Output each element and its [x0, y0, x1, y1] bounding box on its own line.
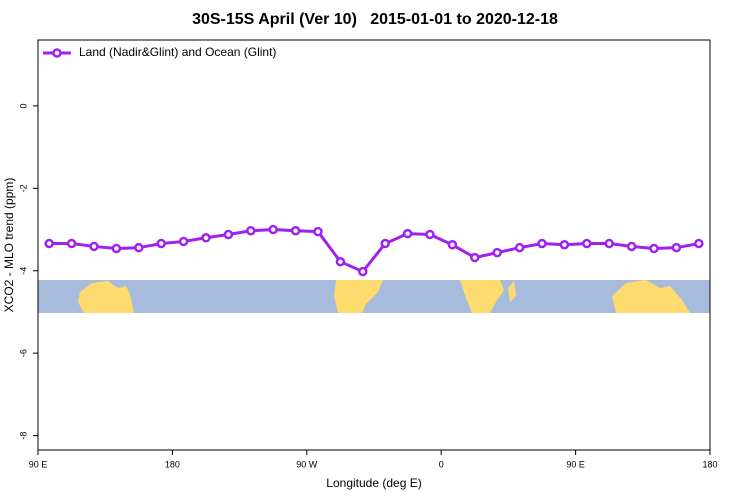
series-line	[49, 228, 700, 274]
point	[156, 238, 166, 249]
point	[537, 238, 547, 249]
y-axis-label: XCO2 - MLO trend (ppm)	[2, 178, 16, 313]
point	[178, 236, 189, 247]
point	[223, 229, 234, 240]
point	[44, 238, 54, 249]
point	[582, 238, 592, 249]
point	[514, 242, 525, 253]
x-tick-label: 90 E	[566, 459, 585, 469]
point	[671, 242, 682, 253]
plot-frame	[37, 39, 711, 451]
y-tick-label: -2	[18, 184, 28, 192]
x-tick-label: 180	[165, 459, 180, 469]
point	[358, 266, 368, 277]
legend-label: Land (Nadir&Glint) and Ocean (Glint)	[79, 45, 276, 59]
point	[626, 241, 637, 252]
point	[111, 243, 122, 254]
y-tick-label: -6	[18, 349, 28, 357]
point	[492, 247, 502, 258]
point	[559, 240, 570, 250]
point	[290, 226, 301, 236]
point	[89, 241, 99, 252]
point	[201, 233, 211, 243]
point	[380, 238, 390, 249]
point	[246, 226, 256, 236]
point	[134, 242, 144, 253]
point	[268, 224, 278, 235]
point	[335, 256, 346, 267]
point	[649, 243, 659, 254]
x-axis-label: Longitude (deg E)	[326, 476, 421, 490]
x-tick-label: 90 W	[296, 459, 318, 469]
x-tick-label: 180	[702, 459, 717, 469]
point	[425, 229, 435, 240]
point	[66, 238, 77, 249]
y-tick-label: -8	[18, 432, 28, 440]
y-tick-label: -4	[18, 267, 28, 275]
point	[313, 226, 323, 237]
x-tick-label: 0	[439, 459, 444, 469]
point	[470, 252, 480, 263]
point	[604, 238, 614, 249]
map-strip	[38, 280, 710, 313]
point	[447, 240, 458, 250]
point	[694, 238, 704, 249]
x-tick-label: 90 E	[29, 459, 48, 469]
chart-title: 30S-15S April (Ver 10) 2015-01-01 to 202…	[192, 11, 558, 28]
y-tick-label: 0	[18, 103, 28, 108]
point	[402, 228, 413, 239]
legend-marker	[52, 48, 62, 58]
